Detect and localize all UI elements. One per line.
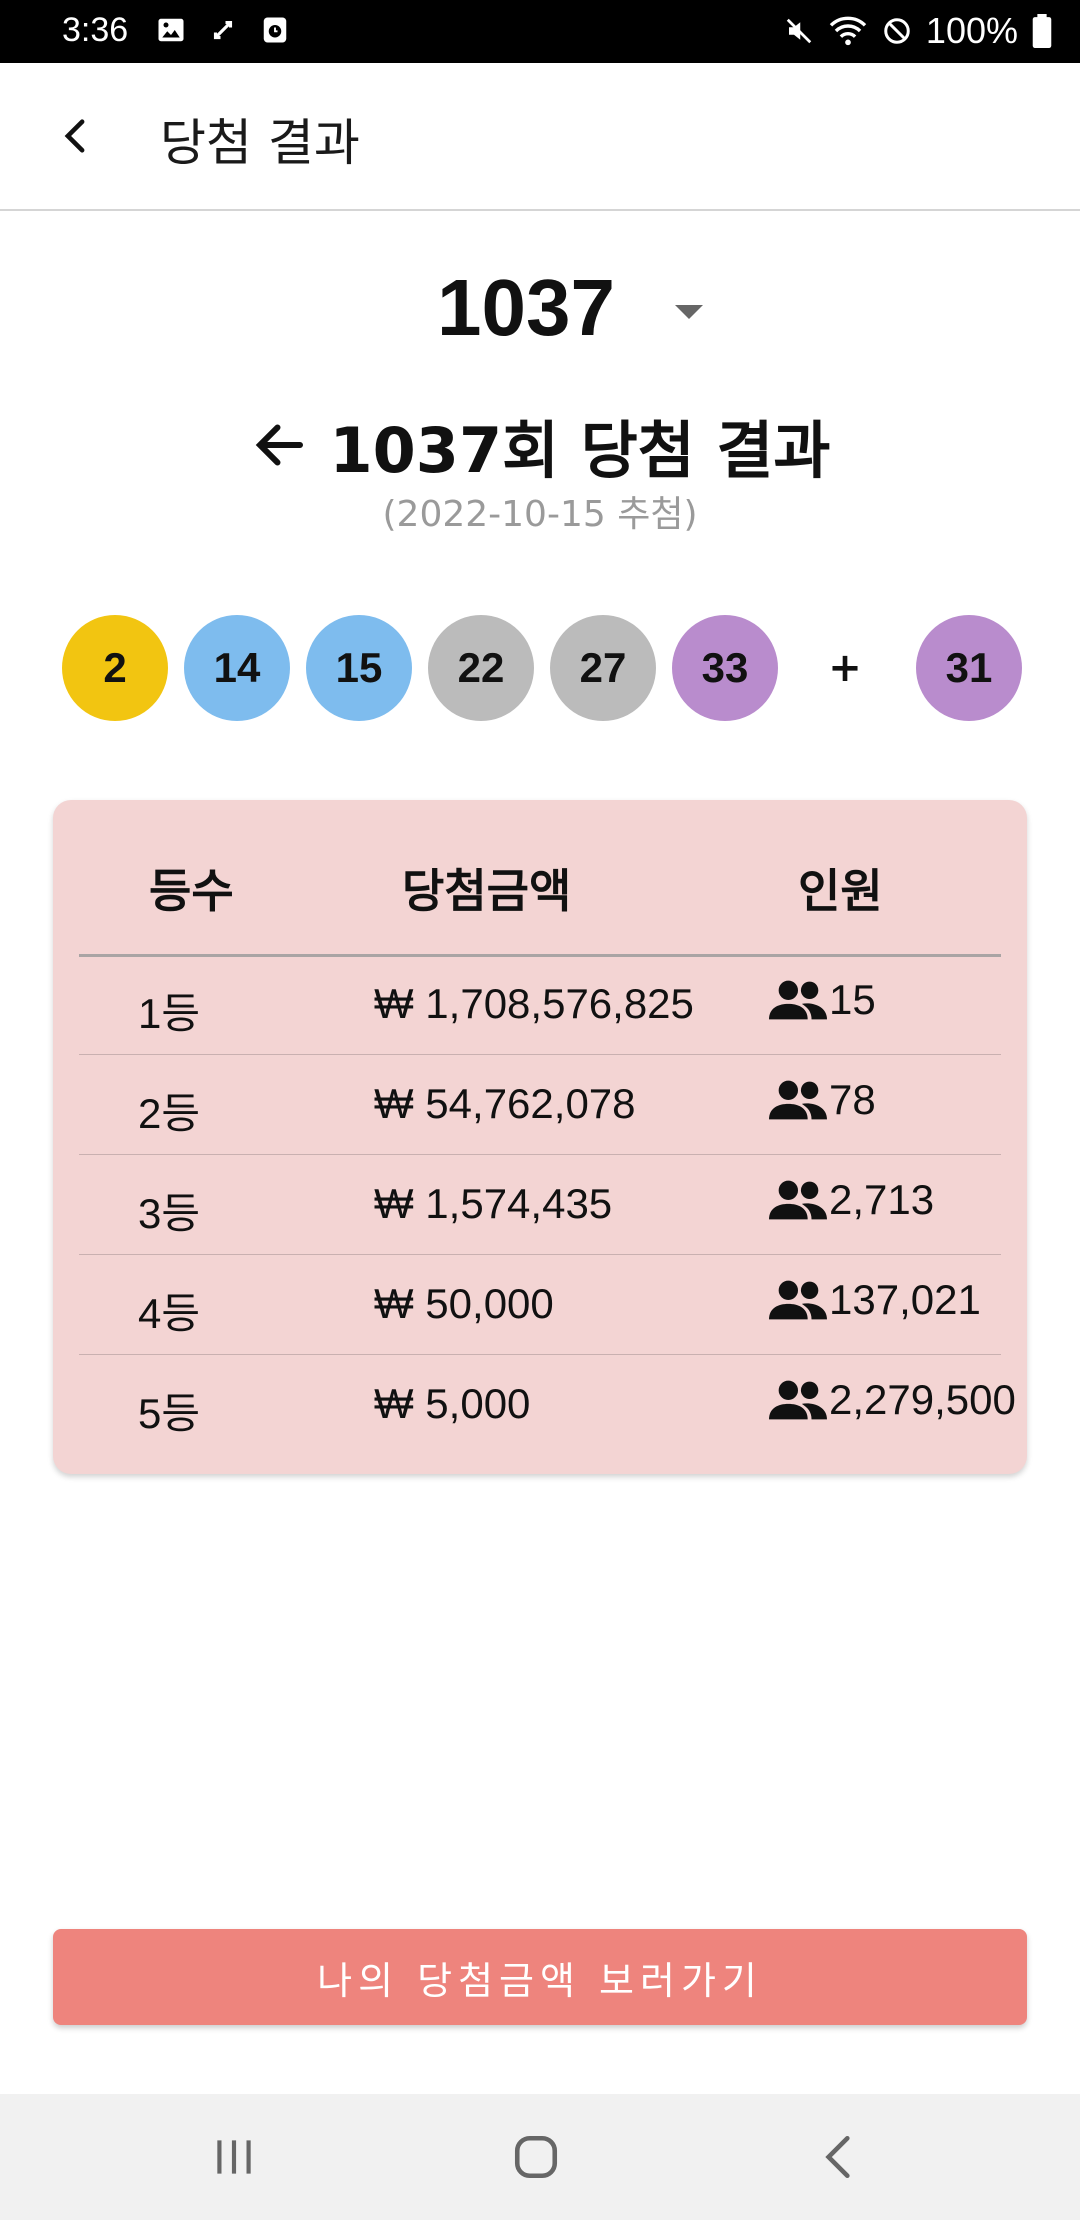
plus-sign: + (828, 645, 862, 691)
arrow-left-icon[interactable] (250, 415, 310, 475)
ball-5: 27 (550, 615, 656, 721)
winning-numbers: 2 14 15 22 27 33 + 31 (62, 615, 1022, 721)
table-header: 등수 당첨금액 인원 (79, 800, 1001, 957)
chevron-left-icon (64, 119, 85, 153)
home-icon[interactable] (511, 2132, 561, 2182)
block-icon (884, 18, 910, 44)
status-left-icons (156, 15, 290, 45)
recent-apps-icon[interactable] (209, 2132, 259, 2182)
result-title: 1037회 당첨 결과 (329, 414, 831, 487)
people-icon (769, 1280, 827, 1320)
table-row: 5등 ₩ 5,000 2,279,500 (79, 1354, 1016, 1454)
row-rank: 5등 (138, 1390, 200, 1437)
app-bar: 당첨 결과 (0, 63, 1080, 211)
row-count: 2,279,500 (769, 1376, 1016, 1424)
row-rank: 3등 (138, 1190, 200, 1237)
ball-1: 2 (62, 615, 168, 721)
people-icon (769, 980, 827, 1020)
round-value: 1037 (437, 263, 615, 352)
sync-icon (213, 20, 233, 40)
people-icon (769, 1080, 827, 1120)
row-prize: ₩ 5,000 (374, 1380, 531, 1427)
count-value: 2,713 (829, 1176, 935, 1223)
row-prize: ₩ 1,574,435 (374, 1180, 613, 1227)
ball-3: 15 (306, 615, 412, 721)
wifi-icon (829, 16, 867, 46)
system-nav-bar (0, 2094, 1080, 2220)
status-time: 3:36 (62, 11, 129, 49)
row-prize: ₩ 54,762,078 (374, 1080, 636, 1127)
count-value: 137,021 (829, 1276, 981, 1323)
battery-percent: 100% (925, 10, 1018, 51)
row-count: 2,713 (769, 1176, 934, 1224)
nav-back-icon[interactable] (814, 2132, 864, 2182)
battery-icon (1032, 14, 1052, 48)
count-value: 15 (829, 976, 876, 1023)
round-dropdown[interactable]: 1037 (0, 258, 1080, 358)
row-count: 78 (769, 1076, 876, 1124)
bonus-ball: 31 (916, 615, 1022, 721)
row-count: 15 (769, 976, 876, 1024)
table-row: 3등 ₩ 1,574,435 2,713 (79, 1154, 1001, 1255)
table-row: 1등 ₩ 1,708,576,825 15 (79, 954, 1001, 1055)
row-rank: 4등 (138, 1290, 200, 1337)
my-prize-button[interactable]: 나의 당첨금액 보러가기 (53, 1929, 1027, 2025)
mute-icon (786, 18, 812, 44)
people-icon (769, 1380, 827, 1420)
result-header: 1037회 당첨 결과 (0, 400, 1080, 490)
row-prize: ₩ 1,708,576,825 (374, 980, 694, 1027)
table-row: 4등 ₩ 50,000 137,021 (79, 1254, 1001, 1355)
prize-table-card: 등수 당첨금액 인원 1등 ₩ 1,708,576,825 15 2등 ₩ 54… (53, 800, 1027, 1474)
count-value: 78 (829, 1076, 876, 1123)
header-prize: 당첨금액 (402, 864, 572, 918)
back-button[interactable] (48, 109, 102, 163)
status-bar: 3:36 100% (0, 0, 1080, 63)
page-title: 당첨 결과 (160, 114, 360, 172)
caret-down-icon (674, 305, 703, 319)
image-icon (158, 18, 184, 42)
ball-2: 14 (184, 615, 290, 721)
header-count: 인원 (798, 864, 883, 918)
row-rank: 2등 (138, 1090, 200, 1137)
row-prize: ₩ 50,000 (374, 1280, 554, 1327)
clock-icon (263, 17, 287, 43)
count-value: 2,279,500 (829, 1376, 1016, 1423)
ball-6: 33 (672, 615, 778, 721)
row-rank: 1등 (138, 990, 200, 1037)
ball-4: 22 (428, 615, 534, 721)
row-count: 137,021 (769, 1276, 981, 1324)
header-rank: 등수 (149, 864, 234, 918)
table-row: 2등 ₩ 54,762,078 78 (79, 1054, 1001, 1155)
status-right: 100% (784, 10, 1052, 52)
people-icon (769, 1180, 827, 1220)
draw-date: (2022-10-15 추첨) (382, 494, 698, 535)
